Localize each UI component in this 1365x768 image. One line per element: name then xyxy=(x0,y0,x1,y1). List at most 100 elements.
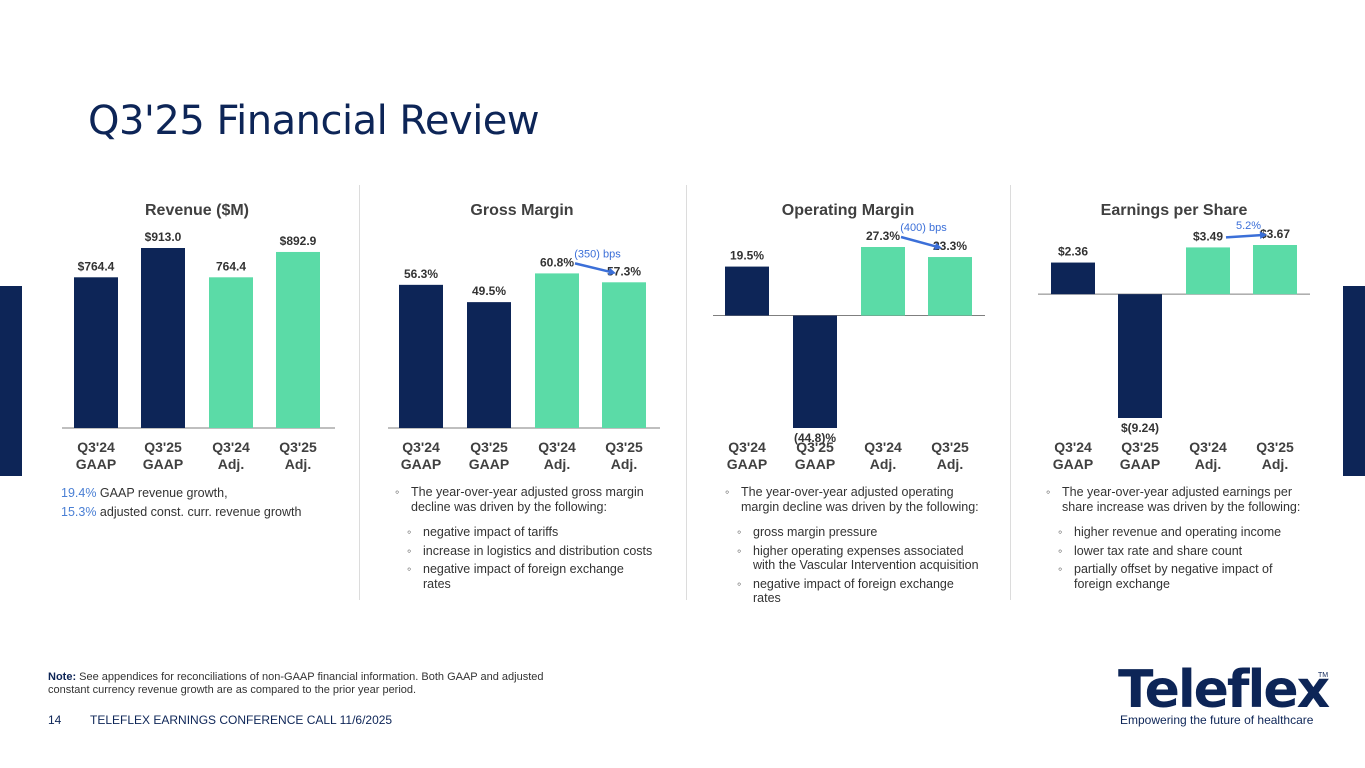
category-label: Q3'25 xyxy=(931,439,969,455)
category-label: GAAP xyxy=(1120,456,1160,472)
change-annotation: (350) bps xyxy=(574,248,621,260)
bar-value-label: (44.8)% xyxy=(794,431,836,445)
category-label: Adj. xyxy=(870,456,896,472)
bar-q325-adj. xyxy=(602,282,646,428)
category-label: Q3'24 xyxy=(77,439,115,455)
adj-growth-value: 15.3% xyxy=(61,505,97,519)
category-label: Q3'24 xyxy=(212,439,250,455)
bar-value-label: $3.49 xyxy=(1193,229,1223,243)
left-edge-bar xyxy=(0,286,22,476)
category-label: GAAP xyxy=(1053,456,1093,472)
operating-item-1: gross margin pressure xyxy=(737,525,985,540)
category-label: Q3'25 xyxy=(605,439,643,455)
bar-value-label: $(9.24) xyxy=(1121,421,1159,435)
category-label: GAAP xyxy=(143,456,183,472)
category-label: Adj. xyxy=(611,456,637,472)
bar-q324-adj. xyxy=(535,273,579,428)
category-label: GAAP xyxy=(727,456,767,472)
bar-q325-adj. xyxy=(276,251,320,428)
operating-margin-chart-title: Operating Margin xyxy=(781,202,915,219)
bar-value-label: 56.3% xyxy=(404,267,438,281)
bar-q325-gaap xyxy=(1118,294,1162,418)
change-arrow xyxy=(900,235,939,249)
category-label: Adj. xyxy=(1262,456,1288,472)
bar-value-label: 60.8% xyxy=(540,255,574,269)
right-edge-bar xyxy=(1343,286,1365,476)
footnote: Note: See appendices for reconciliations… xyxy=(48,671,588,697)
bar-q325-adj. xyxy=(928,257,972,316)
eps-item-2: lower tax rate and share count xyxy=(1058,544,1311,559)
note-label: Note: xyxy=(48,671,77,683)
category-label: GAAP xyxy=(76,456,116,472)
eps-drivers: The year-over-year adjusted earnings per… xyxy=(1046,485,1311,591)
category-label: GAAP xyxy=(795,456,835,472)
bar-value-label: $892.9 xyxy=(280,234,317,248)
change-annotation: (400) bps xyxy=(900,222,947,234)
category-label: Adj. xyxy=(285,456,311,472)
category-label: GAAP xyxy=(469,456,509,472)
bar-q324-gaap xyxy=(725,266,769,316)
page-title: Q3'25 Financial Review xyxy=(88,98,540,144)
change-arrow-head xyxy=(608,267,616,276)
note-text: See appendices for reconciliations of no… xyxy=(48,671,544,696)
bar-q325-gaap xyxy=(141,248,185,428)
revenue-chart-title: Revenue ($M) xyxy=(144,202,250,219)
operating-margin-drivers: The year-over-year adjusted operating ma… xyxy=(725,485,985,606)
gaap-growth-value: 19.4% xyxy=(61,486,97,500)
gross-item-3: negative impact of foreign exchange rate… xyxy=(407,562,643,591)
category-label: Adj. xyxy=(937,456,963,472)
category-label: Q3'24 xyxy=(1189,439,1227,455)
gaap-growth-label: GAAP revenue growth, xyxy=(96,486,228,500)
bar-value-label: $2.36 xyxy=(1058,245,1088,259)
bar-q325-adj. xyxy=(1253,245,1297,295)
category-label: Q3'25 xyxy=(796,439,834,455)
category-label: Q3'25 xyxy=(279,439,317,455)
teleflex-logo: Teleflex xyxy=(1118,660,1330,720)
bar-q325-gaap xyxy=(793,315,837,428)
eps-intro: The year-over-year adjusted earnings per… xyxy=(1046,485,1311,514)
bar-value-label: 57.3% xyxy=(607,264,641,278)
bar-value-label: $764.4 xyxy=(78,259,115,273)
bar-q324-adj. xyxy=(1186,247,1230,295)
divider-1 xyxy=(359,185,360,600)
category-label: Q3'24 xyxy=(728,439,766,455)
bar-q324-adj. xyxy=(861,247,905,316)
operating-margin-intro: The year-over-year adjusted operating ma… xyxy=(725,485,985,514)
change-annotation: 5.2% xyxy=(1236,220,1261,232)
change-arrow xyxy=(574,262,613,274)
adj-growth-label: adjusted const. curr. revenue growth xyxy=(96,505,302,519)
operating-item-3: negative impact of foreign exchange rate… xyxy=(737,577,973,606)
category-label: Q3'24 xyxy=(864,439,902,455)
bar-value-label: 19.5% xyxy=(730,249,764,263)
category-label: Q3'25 xyxy=(1256,439,1294,455)
change-arrow xyxy=(1225,233,1264,239)
category-label: Adj. xyxy=(218,456,244,472)
bar-q324-adj. xyxy=(209,277,253,428)
gross-margin-drivers: The year-over-year adjusted gross margin… xyxy=(395,485,665,591)
eps-item-3: partially offset by negative impact of f… xyxy=(1058,562,1294,591)
category-label: GAAP xyxy=(401,456,441,472)
bar-value-label: 764.4 xyxy=(216,259,246,273)
gross-item-1: negative impact of tariffs xyxy=(407,525,665,540)
logo-tagline: Empowering the future of healthcare xyxy=(1120,713,1314,727)
bar-value-label: 23.3% xyxy=(933,239,967,253)
category-label: Q3'25 xyxy=(1121,439,1159,455)
category-label: Adj. xyxy=(544,456,570,472)
category-label: Q3'25 xyxy=(470,439,508,455)
bar-value-label: $913.0 xyxy=(145,230,182,244)
footer-text: TELEFLEX EARNINGS CONFERENCE CALL 11/6/2… xyxy=(90,713,393,727)
category-label: Adj. xyxy=(1195,456,1221,472)
bar-q325-gaap xyxy=(467,302,511,428)
divider-2 xyxy=(686,185,687,600)
bar-q324-gaap xyxy=(74,277,118,428)
category-label: Q3'24 xyxy=(402,439,440,455)
bar-value-label: 27.3% xyxy=(866,229,900,243)
page-number: 14 xyxy=(48,713,62,727)
eps-chart-title: Earnings per Share xyxy=(1100,202,1248,219)
bar-value-label: 49.5% xyxy=(472,284,506,298)
divider-3 xyxy=(1010,185,1011,600)
